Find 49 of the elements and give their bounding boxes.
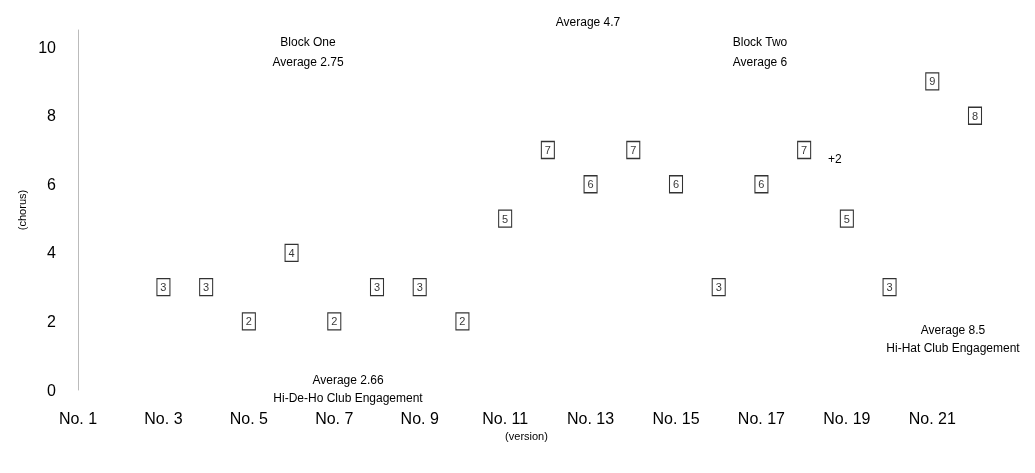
data-label: 5 bbox=[502, 212, 509, 225]
x-axis-title: (version) bbox=[505, 430, 548, 443]
data-label: 2 bbox=[459, 315, 466, 328]
x-tick-label: No. 1 bbox=[58, 409, 98, 427]
data-label: 8 bbox=[971, 109, 979, 122]
data-label: 3 bbox=[715, 281, 722, 294]
data-label: 2 bbox=[245, 315, 252, 328]
x-tick-label: No. 11 bbox=[482, 409, 529, 427]
y-axis-title: (chorus) bbox=[15, 189, 28, 231]
data-label: 9 bbox=[929, 75, 936, 88]
text: Average 4.7 bbox=[555, 15, 621, 29]
annotation: Average 8.5 bbox=[920, 323, 986, 337]
data-label: 7 bbox=[801, 144, 808, 156]
data-label: 3 bbox=[203, 281, 210, 294]
data-label: 5 bbox=[843, 212, 850, 225]
data-label: 7 bbox=[630, 144, 637, 156]
x-tick-label: No. 3 bbox=[144, 409, 183, 427]
data-label: 6 bbox=[672, 178, 680, 191]
y-tick-label: 2 bbox=[47, 312, 57, 330]
annotation: Average 2.66 bbox=[312, 373, 384, 387]
data-label: 2 bbox=[331, 315, 338, 328]
x-tick-label: No. 13 bbox=[567, 409, 615, 427]
x-tick-label: No. 19 bbox=[823, 409, 871, 427]
annotation: +2 bbox=[828, 152, 843, 166]
x-tick-label: No. 15 bbox=[652, 409, 700, 427]
text: Hi-De-Ho Club Engagement bbox=[273, 391, 424, 405]
y-tick-label: 10 bbox=[38, 38, 57, 56]
data-label: 6 bbox=[758, 178, 765, 191]
data-label: 3 bbox=[160, 281, 167, 294]
annotation: Average 6 bbox=[732, 55, 788, 69]
data-label: 3 bbox=[373, 281, 381, 294]
annotation: Average 2.75 bbox=[272, 55, 344, 69]
y-tick-label: 4 bbox=[47, 244, 57, 262]
annotation: Block Two bbox=[732, 35, 788, 49]
x-tick-label: No. 7 bbox=[315, 409, 354, 427]
x-tick-label: No. 17 bbox=[737, 409, 786, 427]
data-label: 7 bbox=[544, 144, 551, 156]
data-label: 4 bbox=[288, 246, 295, 259]
x-tick-label: No. 9 bbox=[400, 409, 439, 427]
data-label: 3 bbox=[886, 281, 893, 294]
data-label: 3 bbox=[416, 281, 423, 294]
annotation: Hi-Hat Club Engagement bbox=[886, 341, 1021, 355]
y-tick-label: 8 bbox=[47, 107, 57, 125]
x-tick-label: No. 5 bbox=[229, 409, 269, 427]
annotation: Block One bbox=[280, 35, 337, 49]
data-label: 6 bbox=[587, 178, 594, 191]
x-tick-label: No. 21 bbox=[908, 409, 956, 427]
y-tick-label: 6 bbox=[47, 175, 57, 193]
y-tick-label: 0 bbox=[47, 381, 57, 399]
